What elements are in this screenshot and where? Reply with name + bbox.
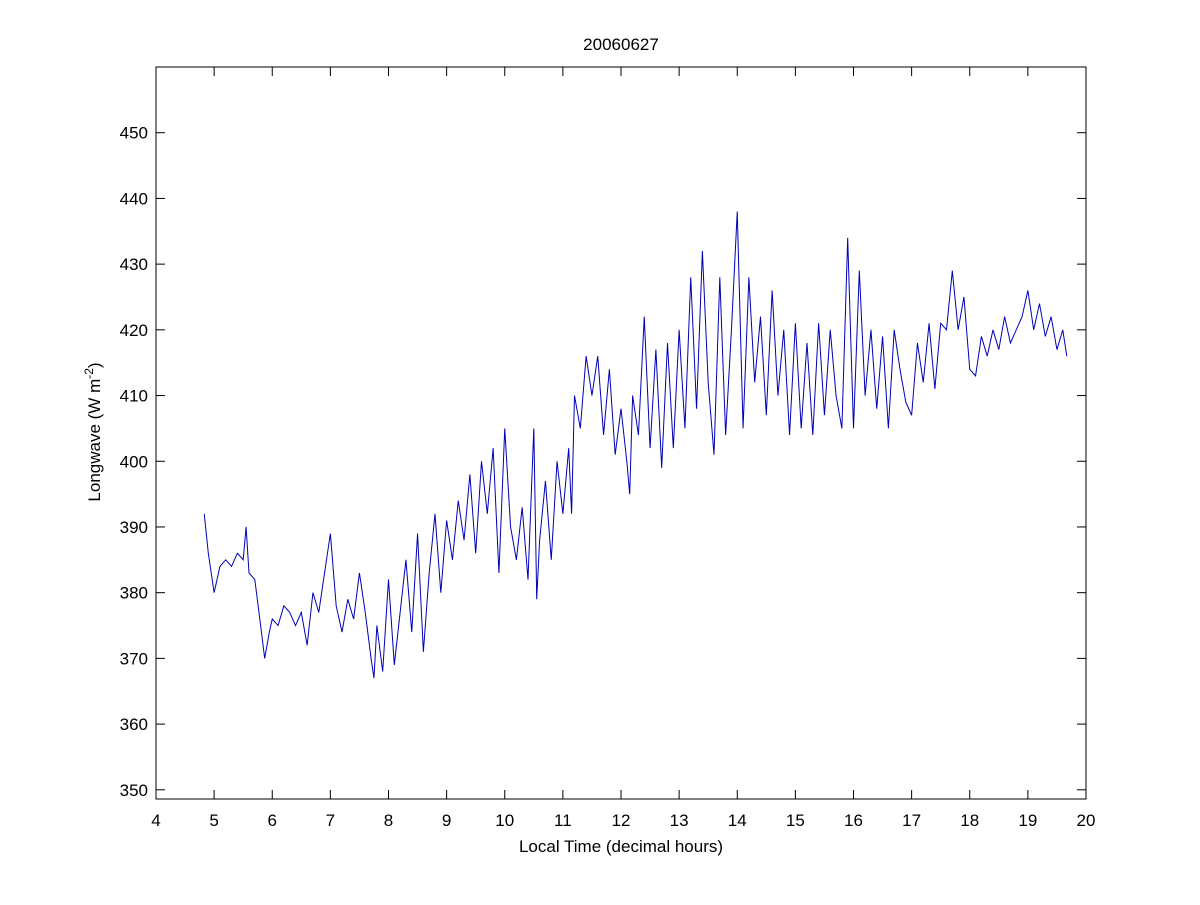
x-tick-label: 16 — [844, 811, 863, 830]
x-tick-label: 7 — [326, 811, 335, 830]
y-tick-label: 430 — [120, 255, 148, 274]
x-tick-label: 5 — [209, 811, 218, 830]
y-tick-label: 400 — [120, 452, 148, 471]
x-tick-label: 9 — [442, 811, 451, 830]
x-tick-label: 8 — [384, 811, 393, 830]
plot-frame — [155, 66, 1087, 800]
x-tick-label: 11 — [554, 811, 572, 830]
x-tick-label: 12 — [612, 811, 631, 830]
y-tick-label: 390 — [120, 518, 148, 537]
x-tick-label: 6 — [268, 811, 277, 830]
data-line — [203, 211, 1068, 679]
y-tick-label: 450 — [120, 124, 148, 143]
y-tick-label: 420 — [120, 321, 148, 340]
x-tick-label: 19 — [1018, 811, 1037, 830]
y-label-sup: -2 — [82, 368, 96, 379]
x-tick-label: 17 — [902, 811, 921, 830]
x-tick-label: 13 — [670, 811, 689, 830]
y-tick-label: 380 — [120, 584, 148, 603]
y-tick-label: 350 — [120, 781, 148, 800]
x-tick-label: 18 — [960, 811, 979, 830]
x-axis-label: Local Time (decimal hours) — [519, 837, 723, 856]
x-tick-label: 10 — [495, 811, 514, 830]
y-tick-label: 370 — [120, 649, 148, 668]
y-axis-label: Longwave (W m-2) — [82, 362, 104, 501]
y-tick-label: 360 — [120, 715, 148, 734]
x-tick-label: 15 — [786, 811, 805, 830]
x-tick-label: 20 — [1077, 811, 1096, 830]
y-tick-label: 440 — [120, 189, 148, 208]
x-tick-label: 14 — [728, 811, 747, 830]
y-label-text: Longwave (W m — [85, 379, 104, 502]
chart-title: 20060627 — [583, 35, 659, 54]
x-tick-label: 4 — [151, 811, 160, 830]
y-tick-label: 410 — [120, 387, 148, 406]
y-label-suffix: ) — [85, 362, 104, 368]
